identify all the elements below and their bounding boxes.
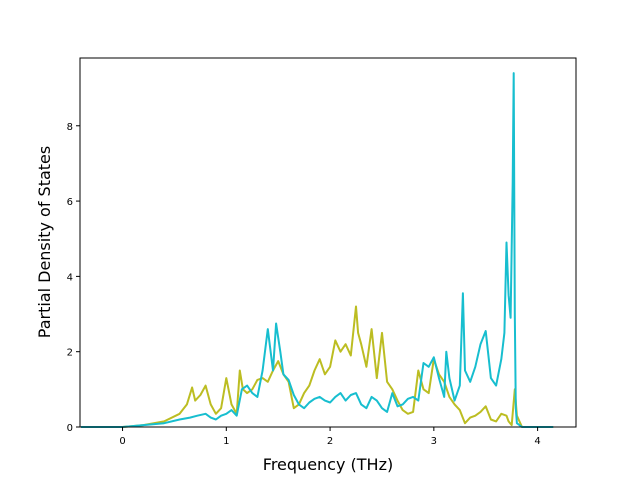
y-tick-label: 0 bbox=[67, 423, 73, 434]
y-axis-ticks: 0 2 4 6 8 bbox=[67, 122, 80, 434]
series-layer bbox=[81, 72, 554, 428]
y-tick-label: 6 bbox=[67, 197, 73, 208]
x-tick-label: 0 bbox=[119, 436, 125, 447]
plot-frame bbox=[79, 57, 577, 428]
x-axis-ticks: 0 1 2 3 4 bbox=[119, 427, 541, 447]
series-line-2 bbox=[81, 72, 554, 428]
y-tick-label: 4 bbox=[67, 272, 73, 283]
y-tick-label: 8 bbox=[67, 122, 73, 133]
y-axis-label: Partial Density of States bbox=[35, 146, 54, 338]
x-tick-label: 3 bbox=[431, 436, 437, 447]
x-tick-label: 4 bbox=[534, 436, 540, 447]
x-tick-label: 1 bbox=[223, 436, 229, 447]
y-tick-label: 2 bbox=[67, 348, 73, 359]
x-tick-label: 2 bbox=[327, 436, 333, 447]
series-line-1 bbox=[81, 305, 554, 428]
x-axis-label: Frequency (THz) bbox=[263, 455, 393, 474]
